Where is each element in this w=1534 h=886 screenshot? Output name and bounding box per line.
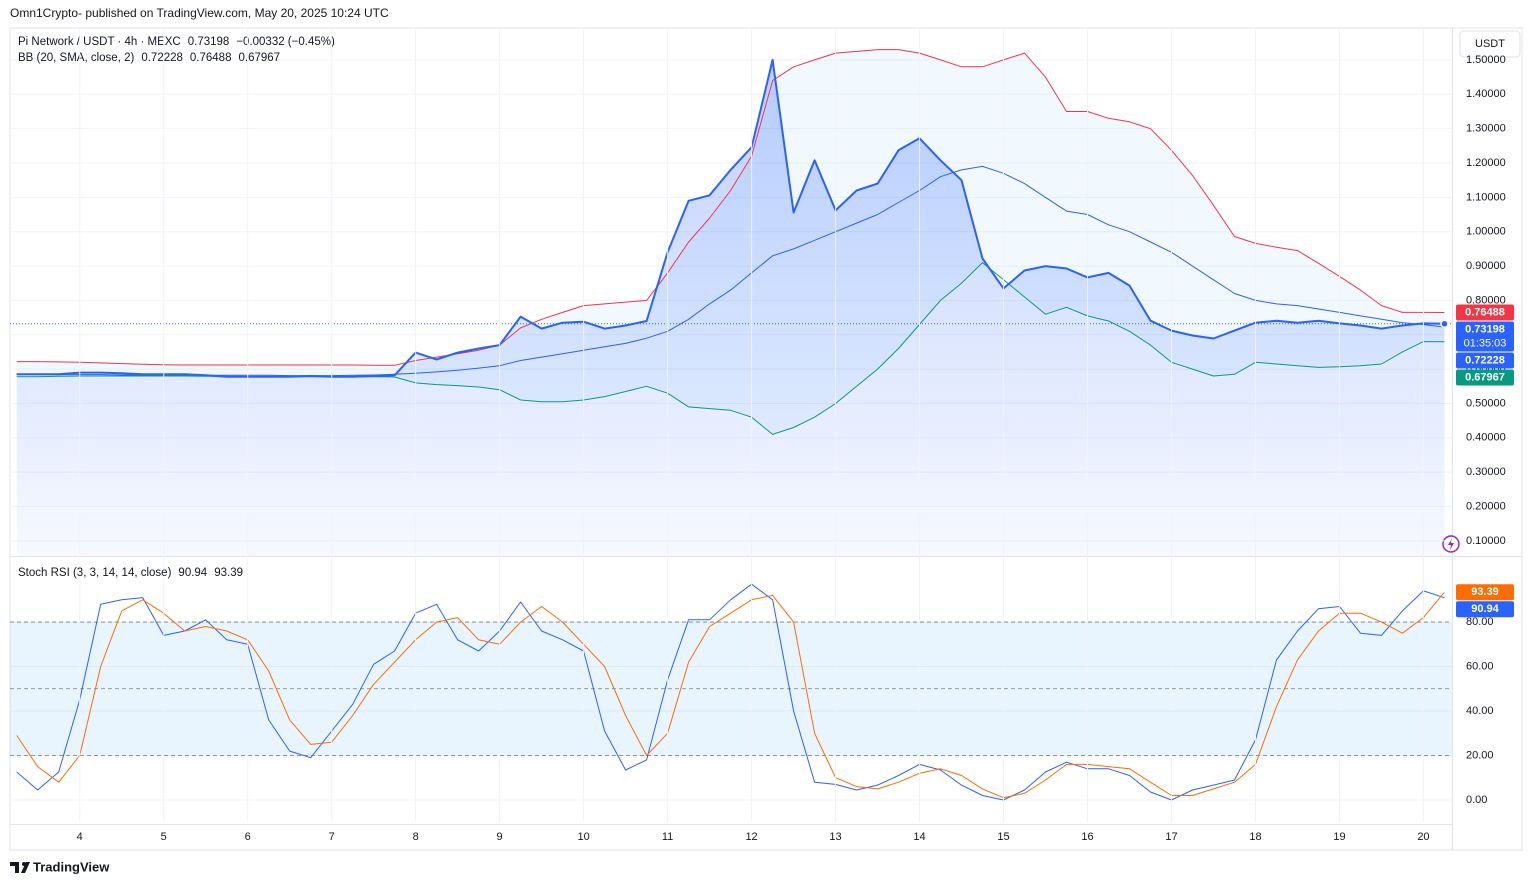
y-tick-label: 80.00 xyxy=(1466,616,1494,628)
price-badge xyxy=(1456,584,1514,601)
price-badge xyxy=(1456,369,1514,386)
x-tick-label: 9 xyxy=(497,831,503,843)
price-badge-label: 0.72228 xyxy=(1465,354,1505,366)
line xyxy=(16,591,1445,799)
pane xyxy=(10,49,1452,556)
y-tick-label: 1.00000 xyxy=(1466,226,1506,238)
y-tick-label: 0.40000 xyxy=(1466,432,1506,444)
x-tick-label: 5 xyxy=(161,831,167,843)
x-tick-label: 8 xyxy=(413,831,419,843)
x-tick-label: 17 xyxy=(1165,831,1177,843)
y-tick-label: 40.00 xyxy=(1466,705,1494,717)
pane xyxy=(10,583,1452,801)
y-tick-label: 0.20000 xyxy=(1466,500,1506,512)
legend-value: 0.67967 xyxy=(238,52,280,64)
logo-text: TradingView xyxy=(33,859,110,874)
price-badge xyxy=(1456,304,1514,321)
y-tick-label: 1.40000 xyxy=(1466,88,1506,100)
y-tick-label: 60.00 xyxy=(1466,660,1494,672)
legend-value: 93.39 xyxy=(214,567,243,579)
y-tick-label: 1.50000 xyxy=(1466,54,1506,66)
y-tick-label: 0.80000 xyxy=(1466,294,1506,306)
x-tick-label: 13 xyxy=(829,831,841,843)
y-tick-label: 1.10000 xyxy=(1466,191,1506,203)
line xyxy=(16,49,1445,366)
x-tick-label: 18 xyxy=(1249,831,1261,843)
x-tick-label: 6 xyxy=(245,831,251,843)
legend-value: 0.76488 xyxy=(190,52,232,64)
x-tick-label: 10 xyxy=(577,831,589,843)
logo-dot xyxy=(22,862,26,866)
price-badge-label: 93.39 xyxy=(1471,586,1499,598)
logo-mark xyxy=(10,862,30,873)
line xyxy=(16,583,1445,801)
y-tick-label: 1.30000 xyxy=(1466,123,1506,135)
x-tick-label: 16 xyxy=(1081,831,1093,843)
x-tick-label: 15 xyxy=(997,831,1009,843)
last-point xyxy=(1440,319,1449,329)
legend-value: 0.73198 xyxy=(188,36,230,48)
legend-title: Pi Network / USDT · 4h · MEXC xyxy=(18,36,181,48)
y-tick-label: 0.90000 xyxy=(1466,260,1506,272)
currency-button[interactable] xyxy=(1459,30,1521,58)
y-tick-label: 0.00 xyxy=(1466,794,1487,806)
currency[interactable]: USDT xyxy=(1475,38,1505,50)
frame xyxy=(9,27,1523,851)
price-badge-label: 0.67967 xyxy=(1465,371,1505,383)
legend-change: −0.00332 (−0.45%) xyxy=(236,36,335,48)
price-badge xyxy=(1456,352,1514,369)
x-tick-label: 7 xyxy=(329,831,335,843)
x-tick-label: 20 xyxy=(1417,831,1429,843)
price-badge-label: 0.73198 xyxy=(1465,323,1505,335)
price-badge-label: 0.76488 xyxy=(1465,306,1505,318)
alert-bolt xyxy=(1448,538,1454,550)
countdown: 01:35:03 xyxy=(1464,337,1507,349)
logo: TradingView xyxy=(10,859,110,874)
line xyxy=(16,165,1445,377)
legend-value: 90.94 xyxy=(178,567,207,579)
x-tick-label: 14 xyxy=(913,831,925,843)
price-badge xyxy=(1456,601,1514,618)
price-badge xyxy=(1456,321,1514,352)
x-tick-label: 19 xyxy=(1333,831,1345,843)
x-tick-label: 12 xyxy=(745,831,757,843)
y-tick-label: 0.10000 xyxy=(1466,535,1506,547)
y-tick-label: 0.30000 xyxy=(1466,466,1506,478)
price-badge-label: 90.94 xyxy=(1471,603,1499,615)
y-tick-label: 20.00 xyxy=(1466,749,1494,761)
y-tick-label: 0.50000 xyxy=(1466,397,1506,409)
line xyxy=(16,58,1445,378)
x-tick-label: 11 xyxy=(662,831,673,843)
legend-title: Stoch RSI (3, 3, 14, 14, close) xyxy=(18,567,172,579)
publisher: Omn1Crypto- published on TradingView.com… xyxy=(10,6,389,20)
legend-indicator: BB (20, SMA, close, 2) xyxy=(18,52,134,64)
x-tick-label: 4 xyxy=(77,831,83,843)
y-tick-label: 1.20000 xyxy=(1466,157,1506,169)
legend-value: 0.72228 xyxy=(141,52,183,64)
